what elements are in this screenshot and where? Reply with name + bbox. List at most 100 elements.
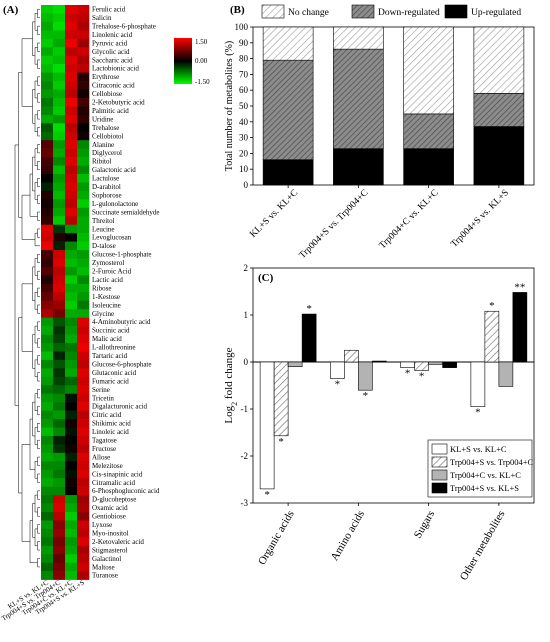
heatmap-row-label: Levoglucosan xyxy=(92,234,132,242)
legend-swatch xyxy=(351,4,375,19)
y-tick-label: 80 xyxy=(239,54,249,64)
heatmap-cell xyxy=(65,38,78,48)
colorbar-tick-mid: 0.00 xyxy=(195,57,208,65)
heatmap-cell xyxy=(41,131,54,141)
heatmap-cell xyxy=(65,486,78,496)
heatmap-cell xyxy=(65,30,78,40)
legend-swatch xyxy=(431,469,448,481)
heatmap-cell xyxy=(41,461,54,471)
heatmap-cell xyxy=(41,30,54,40)
dendrogram-branch xyxy=(32,503,35,538)
fold-change-bar xyxy=(512,292,528,363)
y-tick-label: 60 xyxy=(239,85,249,95)
x-tick-label: Trp004+C vs. KL+C xyxy=(378,188,441,251)
heatmap-cell xyxy=(53,30,66,40)
heatmap-cell xyxy=(41,275,54,285)
heatmap-cell xyxy=(65,55,78,65)
heatmap-cell xyxy=(77,512,90,521)
dendrogram-branch xyxy=(32,334,35,369)
heatmap-cell xyxy=(77,495,90,504)
heatmap-cell xyxy=(65,283,78,293)
heatmap-row-label: Fumaric acid xyxy=(92,377,129,385)
stacked-bar-segment xyxy=(473,26,525,94)
heatmap-row-label: L-allothreonine xyxy=(92,344,136,352)
x-tick-label: Trp004+S vs. Trp004+C xyxy=(298,188,371,261)
heatmap-cell xyxy=(41,402,54,411)
heatmap-cell xyxy=(41,106,54,116)
heatmap-cell xyxy=(41,571,54,580)
heatmap-cell xyxy=(41,486,54,496)
heatmap-cell xyxy=(53,402,66,411)
heatmap-cell xyxy=(77,157,90,166)
dendrogram-branch xyxy=(34,494,38,513)
heatmap-cell xyxy=(53,97,66,107)
heatmap-cell xyxy=(77,402,90,411)
heatmap-cell xyxy=(65,182,78,192)
heatmap-row-label: D-talose xyxy=(92,242,116,250)
heatmap-cell xyxy=(41,435,54,445)
dendrogram-branch xyxy=(37,439,40,449)
heatmap-cell xyxy=(65,131,78,141)
y-tick-label: 30 xyxy=(239,133,249,143)
heatmap-cell xyxy=(65,233,78,242)
heatmap-cell xyxy=(65,452,78,462)
heatmap-row-label: Erythrose xyxy=(92,73,119,81)
heatmap-cell xyxy=(53,427,66,437)
heatmap-row-label: Linoleic acid xyxy=(92,428,129,436)
heatmap-cell xyxy=(77,368,90,378)
heatmap-cell xyxy=(53,410,66,420)
heatmap-cell xyxy=(77,97,90,107)
heatmap-cell xyxy=(77,435,90,445)
heatmap-cell xyxy=(53,309,66,318)
heatmap-cell xyxy=(65,385,78,394)
dendrogram-branch xyxy=(37,59,40,69)
heatmap-cells xyxy=(41,5,90,580)
stacked-bar-segment xyxy=(403,113,454,149)
heatmap-cell xyxy=(77,233,90,242)
heatmap-cell xyxy=(41,157,54,166)
y-tick-label: -3 xyxy=(241,498,249,508)
heatmap-cell xyxy=(77,469,90,479)
legend-label: Trp004+C vs. KL+C xyxy=(450,470,521,480)
heatmap-cell xyxy=(65,207,78,217)
heatmap-cell xyxy=(53,190,66,200)
heatmap-cell xyxy=(41,207,54,217)
heatmap-row-label: 2-Furoic Acid xyxy=(92,268,132,276)
heatmap-row-label: Trehalose xyxy=(92,124,119,132)
heatmap-cell xyxy=(65,47,78,56)
heatmap-cell xyxy=(77,21,90,31)
heatmap-cell xyxy=(53,334,66,344)
heatmap-cell xyxy=(65,64,78,73)
heatmap-cell xyxy=(77,140,90,149)
dendrogram-branch xyxy=(34,325,38,344)
dendrogram-branch xyxy=(29,520,38,563)
heatmap-cell xyxy=(65,81,78,90)
dendrogram-branch xyxy=(37,389,40,399)
dendrogram-branch xyxy=(32,21,35,56)
dendrogram-branch xyxy=(37,473,40,483)
heatmap-cell xyxy=(41,13,54,23)
heatmap-cell xyxy=(65,545,78,555)
heatmap-cell xyxy=(41,469,54,479)
heatmap-cell xyxy=(41,545,54,555)
heatmap-cell xyxy=(77,174,90,183)
fold-change-bar xyxy=(484,310,500,363)
heatmap-cell xyxy=(41,266,54,276)
heatmap-cell xyxy=(53,393,66,403)
panel-c-label: (C) xyxy=(258,272,274,284)
heatmap-row-label: Melezitose xyxy=(92,462,123,470)
y-tick-label: 0 xyxy=(244,180,249,190)
heatmap-cell xyxy=(77,359,90,369)
dendrogram-branch xyxy=(37,25,40,35)
heatmap-cell xyxy=(77,72,90,82)
heatmap-cell xyxy=(77,131,90,141)
y-tick-label: 40 xyxy=(239,117,249,127)
dendrogram-branch xyxy=(37,321,40,331)
heatmap-cell xyxy=(41,5,54,14)
heatmap-cell xyxy=(41,495,54,504)
heatmap-cell xyxy=(53,224,66,234)
heatmap-cell xyxy=(53,478,66,487)
heatmap-cell xyxy=(77,241,90,251)
fold-change-bar xyxy=(442,361,457,368)
heatmap-cell xyxy=(53,114,66,124)
